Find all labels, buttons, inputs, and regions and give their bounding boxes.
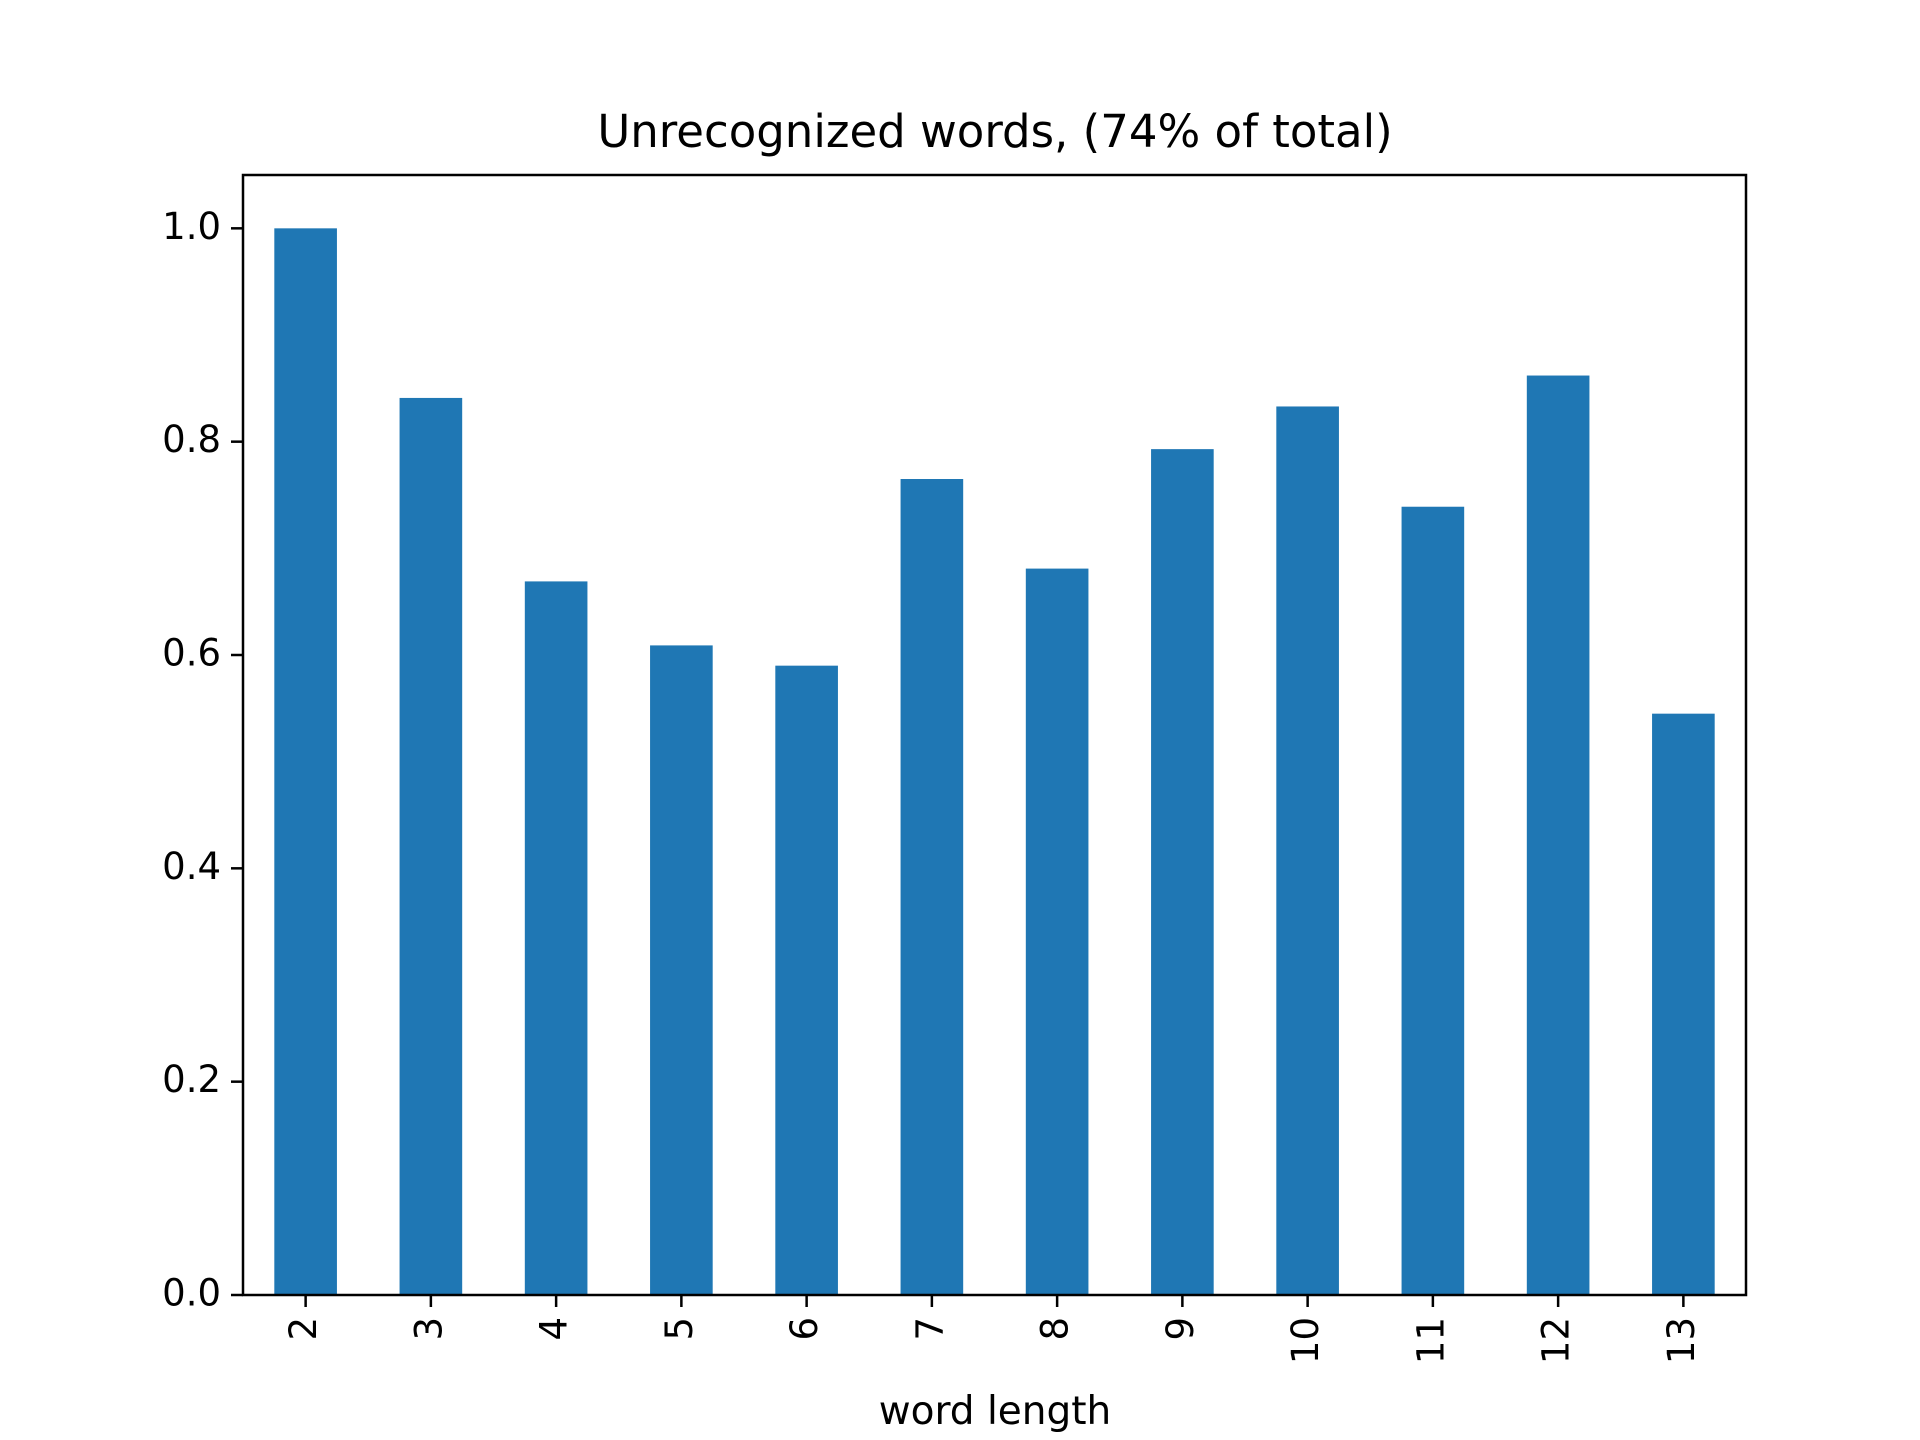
x-tick-label-4: 4 [533,1317,576,1341]
y-axis: 0.0 0.2 0.4 0.6 0.8 1.0 [162,205,243,1315]
x-tick-label-8: 8 [1034,1317,1077,1341]
x-tick-label-3: 3 [407,1317,450,1341]
bar-5 [650,645,713,1295]
bar-7 [900,479,964,1295]
bar-3 [399,397,463,1295]
bar-12 [1526,375,1590,1295]
plot-frame [241,173,1748,1297]
chart-title: Unrecognized words, (74% of total) [597,105,1392,158]
x-tick-label-6: 6 [783,1317,826,1341]
x-tick-label-2: 2 [282,1317,325,1341]
x-axis-label: word length [879,1389,1112,1434]
bar-6 [775,665,838,1295]
y-tick-label-0.8: 0.8 [162,418,221,461]
y-tick-label-0.4: 0.4 [162,845,221,888]
x-tick-label-12: 12 [1535,1317,1578,1364]
x-tick-label-11: 11 [1409,1317,1452,1364]
x-tick-label-5: 5 [658,1317,701,1341]
bar-13 [1652,713,1715,1295]
x-tick-label-10: 10 [1284,1317,1327,1364]
bar-8 [1025,568,1089,1295]
bar-4 [524,581,588,1295]
bars-group [274,228,1715,1296]
x-tick-label-7: 7 [908,1317,951,1341]
y-tick-label-0.0: 0.0 [162,1272,221,1315]
x-axis: 2 3 4 5 6 7 8 9 10 11 12 13 [282,1295,1703,1364]
x-tick-label-13: 13 [1660,1317,1703,1364]
y-tick-label-0.2: 0.2 [162,1058,221,1101]
y-tick-label-0.6: 0.6 [162,632,221,675]
bar-2 [274,228,337,1295]
bar-10 [1276,406,1339,1295]
x-tick-label-9: 9 [1159,1317,1202,1341]
bar-11 [1401,506,1465,1295]
y-tick-label-1.0: 1.0 [162,205,221,248]
bar-9 [1151,449,1214,1296]
